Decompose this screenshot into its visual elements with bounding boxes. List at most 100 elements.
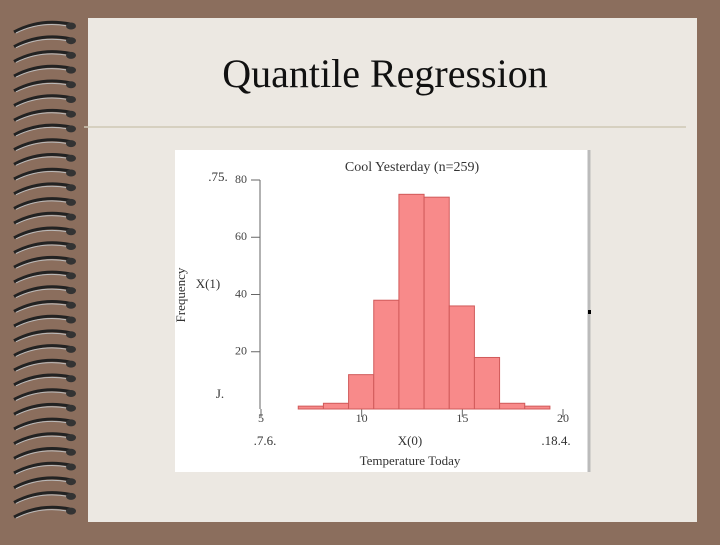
ring — [13, 432, 71, 445]
ring-highlight — [15, 215, 69, 225]
ring-highlight — [15, 303, 69, 313]
ring — [13, 197, 71, 210]
ring-highlight — [15, 38, 69, 49]
ring-hole — [66, 463, 76, 471]
bar — [398, 193, 425, 410]
ring-highlight — [15, 332, 69, 343]
ring-highlight — [15, 185, 69, 196]
ring — [13, 417, 71, 431]
ring-hole — [66, 345, 76, 353]
ring-highlight — [15, 244, 69, 254]
ring-highlight — [15, 229, 69, 240]
ring-hole — [66, 507, 76, 515]
ring — [13, 329, 71, 343]
ring — [13, 94, 71, 107]
annotation: .7.6. — [254, 433, 277, 448]
ring-highlight — [15, 97, 69, 107]
ring — [13, 285, 71, 298]
bar — [373, 299, 400, 410]
ring-hole — [66, 434, 76, 442]
ring-hole — [66, 81, 76, 89]
ring — [13, 64, 71, 78]
ring-highlight — [15, 435, 69, 446]
ring — [13, 314, 71, 328]
bar — [297, 405, 324, 410]
ring-highlight — [15, 318, 69, 328]
ring — [13, 358, 71, 372]
ring — [13, 108, 71, 122]
ring — [13, 255, 71, 269]
ring-hole — [66, 331, 76, 339]
slide-title: Quantile Regression — [222, 51, 548, 96]
y-tick-label: 80 — [235, 172, 247, 186]
ring-highlight — [15, 465, 69, 475]
ring-highlight — [15, 376, 69, 387]
ring — [13, 402, 71, 416]
ring-highlight — [15, 68, 69, 78]
ring-hole — [66, 419, 76, 427]
ring-highlight — [15, 156, 69, 166]
ring — [13, 461, 71, 475]
ring — [13, 241, 71, 254]
x-axis-label: Temperature Today — [360, 453, 461, 468]
ring-highlight — [15, 126, 69, 137]
y-tick-label: 20 — [235, 344, 247, 358]
ring-hole — [66, 404, 76, 412]
ring-highlight — [15, 362, 69, 372]
ring-highlight — [15, 479, 69, 490]
ring — [13, 123, 71, 137]
ring — [13, 167, 71, 181]
ring-hole — [66, 272, 76, 280]
ring — [13, 79, 71, 93]
ring-hole — [66, 22, 76, 30]
ring — [13, 344, 71, 357]
ring-highlight — [15, 509, 69, 519]
annotation: .18.4. — [541, 433, 570, 448]
ring-hole — [66, 228, 76, 236]
annotation: J. — [216, 386, 224, 401]
ring — [13, 35, 71, 49]
ring-highlight — [15, 259, 69, 269]
ring — [13, 211, 71, 225]
ring-hole — [66, 360, 76, 368]
annotation: .75. — [208, 169, 228, 184]
bar — [473, 356, 501, 410]
ring-hole — [66, 51, 76, 59]
ring-hole — [66, 154, 76, 162]
ring-hole — [66, 125, 76, 133]
ring — [13, 226, 71, 240]
ring-hole — [66, 301, 76, 309]
annotation: X(1) — [196, 276, 221, 291]
x-tick-label: 5 — [258, 411, 264, 425]
ring-highlight — [15, 494, 69, 504]
ring — [13, 476, 71, 490]
x-tick-label: 10 — [356, 411, 368, 425]
ring-highlight — [15, 273, 69, 284]
ring-hole — [66, 37, 76, 45]
ring-hole — [66, 287, 76, 295]
ring — [13, 20, 71, 34]
ring-hole — [66, 243, 76, 250]
ring-hole — [66, 169, 76, 177]
bar — [499, 402, 526, 410]
y-axis-label: Frequency — [173, 267, 188, 322]
ring-highlight — [15, 391, 69, 401]
ring-hole — [66, 316, 76, 324]
ring — [13, 182, 71, 196]
y-tick-label: 60 — [235, 229, 247, 243]
ring — [13, 491, 71, 504]
ring-highlight — [15, 347, 69, 357]
binding — [13, 20, 76, 519]
ring-hole — [66, 198, 76, 206]
ring-hole — [66, 448, 76, 456]
ring — [13, 447, 71, 460]
ring-hole — [66, 96, 76, 103]
bar — [448, 305, 475, 410]
ring-highlight — [15, 420, 69, 431]
ring-highlight — [15, 200, 69, 210]
ring-highlight — [15, 24, 69, 34]
ring-highlight — [15, 406, 69, 416]
ring — [13, 50, 71, 63]
